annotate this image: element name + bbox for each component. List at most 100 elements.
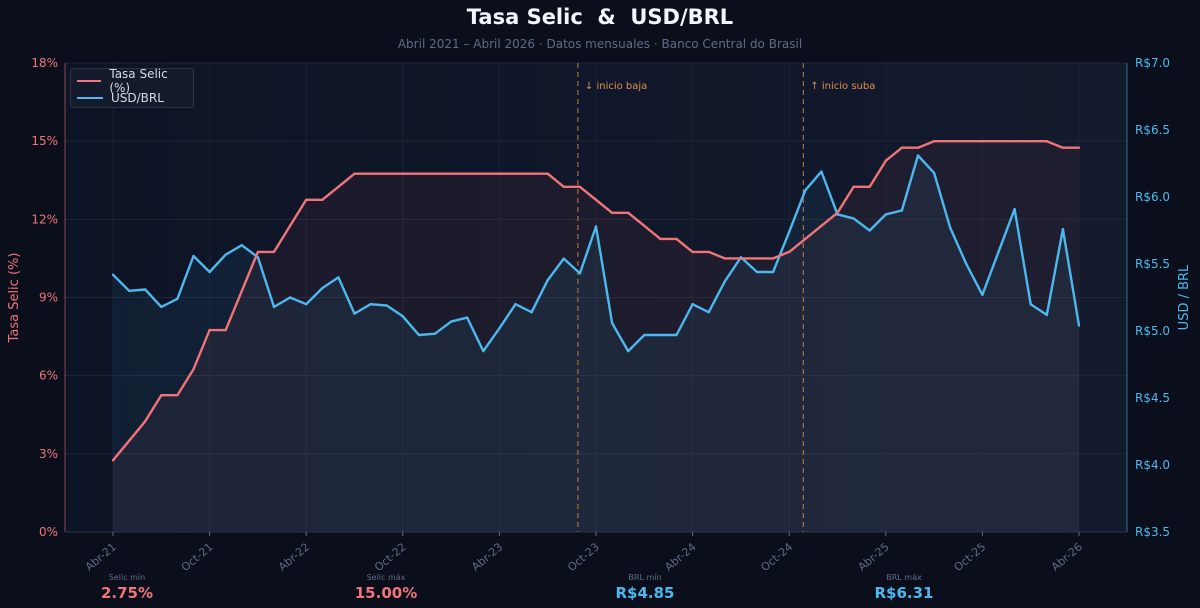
- selic-point: [482, 172, 485, 175]
- y-right-tick-label: R$4.5: [1135, 391, 1170, 405]
- brl-point: [707, 311, 710, 314]
- brl-point: [288, 296, 292, 299]
- selic-point: [852, 185, 855, 188]
- x-tick-label: Oct-25: [952, 540, 989, 574]
- selic-point: [530, 172, 533, 175]
- selic-point: [562, 185, 565, 188]
- selic-point: [900, 146, 904, 149]
- selic-point: [321, 198, 324, 201]
- selic-point: [192, 367, 195, 371]
- brl-point: [433, 332, 437, 335]
- selic-point: [466, 172, 469, 175]
- selic-point: [288, 224, 292, 228]
- y-right-tick-label: R$4.0: [1135, 458, 1170, 472]
- brl-point: [836, 213, 839, 216]
- brl-point: [401, 315, 404, 318]
- selic-point: [691, 250, 694, 254]
- y-right-tick-label: R$7.0: [1135, 56, 1170, 70]
- brl-point: [1045, 313, 1049, 317]
- brl-point: [240, 244, 243, 247]
- x-tick-label: Oct-23: [565, 540, 602, 574]
- y-right-tick-label: R$6.0: [1135, 190, 1170, 204]
- selic-point: [675, 237, 678, 241]
- selic-point: [369, 172, 372, 175]
- stat-label: Selic máx: [366, 573, 406, 582]
- y-right-tick-label: R$3.5: [1135, 525, 1170, 539]
- selic-point: [884, 159, 887, 162]
- stat-value: R$6.31: [874, 584, 934, 602]
- brl-point: [176, 297, 179, 301]
- selic-point: [208, 328, 211, 332]
- selic-point: [1013, 139, 1016, 143]
- y-left-axis-label: Tasa Selic (%): [7, 253, 22, 344]
- brl-point: [965, 262, 968, 266]
- selic-point: [610, 211, 614, 215]
- selic-point: [417, 172, 421, 175]
- chart-subtitle: Abril 2021 – Abril 2026 · Datos mensuale…: [397, 37, 803, 51]
- legend-item-selic: Tasa Selic (%): [77, 67, 187, 95]
- brl-point: [498, 327, 501, 330]
- selic-area: [113, 141, 1079, 532]
- brl-point: [1013, 207, 1016, 211]
- stat-value: 15.00%: [354, 584, 418, 602]
- brl-point: [675, 333, 678, 337]
- brl-point: [530, 311, 533, 314]
- stat-brl-min: BRL mín R$4.85: [545, 573, 745, 603]
- brl-point: [127, 289, 131, 292]
- brl-point: [659, 333, 662, 337]
- stat-label: Selic mín: [108, 573, 146, 582]
- brl-point: [385, 304, 388, 307]
- brl-point: [449, 320, 453, 323]
- y-left-tick-label: 9%: [39, 291, 58, 305]
- y-left-tick-label: 18%: [31, 56, 58, 70]
- brl-point: [160, 305, 163, 309]
- y-right-tick-label: R$5.5: [1135, 257, 1170, 271]
- selic-point: [932, 139, 936, 143]
- brl-point: [852, 217, 855, 220]
- brl-point: [369, 303, 372, 306]
- brl-point: [256, 256, 260, 259]
- selic-point: [643, 224, 646, 228]
- y-right-tick-label: R$5.0: [1135, 324, 1170, 338]
- y-left-tick-label: 12%: [31, 212, 58, 226]
- selic-point: [160, 394, 163, 397]
- y-left-tick-label: 15%: [31, 134, 58, 148]
- x-tick-label: Abr-22: [276, 540, 312, 573]
- brl-point: [208, 270, 211, 274]
- selic-point: [353, 172, 356, 175]
- stat-selic-min: Selic mín 2.75%: [27, 573, 227, 603]
- stat-label: BRL máx: [886, 573, 922, 582]
- y-right-tick-label: R$6.5: [1135, 123, 1170, 137]
- x-tick-label: Abr-25: [856, 540, 892, 573]
- brl-point: [916, 154, 920, 157]
- selic-point: [723, 257, 726, 260]
- selic-point: [224, 328, 227, 332]
- selic-point: [127, 439, 131, 443]
- selic-point: [627, 211, 630, 215]
- brl-point: [884, 213, 887, 216]
- brl-point: [224, 253, 227, 256]
- brl-point: [981, 293, 984, 297]
- x-tick-label: Oct-22: [372, 540, 409, 574]
- selic-point: [755, 257, 759, 260]
- brl-point: [321, 286, 324, 290]
- brl-point: [868, 229, 871, 232]
- legend-label-brl: USD/BRL: [111, 90, 164, 105]
- selic-point: [997, 139, 1000, 143]
- stat-label: BRL mín: [628, 573, 662, 582]
- brl-point: [610, 321, 614, 325]
- brl-point: [932, 171, 936, 175]
- brl-point: [1077, 324, 1081, 327]
- selic-point: [272, 250, 276, 254]
- selic-point: [514, 172, 517, 175]
- brl-point: [723, 280, 726, 283]
- brl-point: [272, 305, 276, 309]
- selic-point: [1061, 146, 1065, 149]
- brl-point: [417, 333, 421, 337]
- selic-point: [144, 420, 147, 423]
- brl-point: [578, 272, 582, 275]
- selic-point: [804, 237, 807, 241]
- selic-point: [1029, 139, 1032, 143]
- brl-point: [594, 225, 598, 228]
